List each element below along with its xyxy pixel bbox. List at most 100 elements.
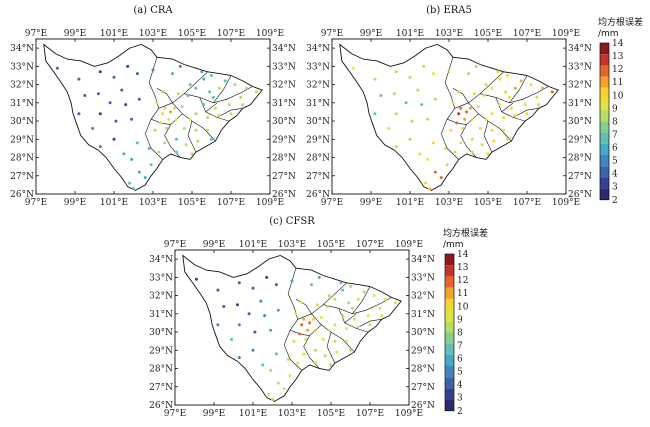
station-point — [447, 68, 451, 72]
station-point — [418, 152, 422, 156]
lon-tick-top: 97°E — [321, 29, 344, 39]
station-point — [507, 95, 511, 99]
station-point — [426, 157, 430, 161]
station-point — [467, 72, 470, 76]
province-outline — [43, 43, 263, 191]
lat-tick-right: 28°N — [568, 154, 592, 164]
colorbar-segment — [445, 254, 454, 266]
station-point — [428, 187, 431, 190]
station-point — [472, 92, 476, 96]
lon-tick-bottom: 103°E — [278, 409, 306, 419]
station-point — [453, 150, 457, 154]
district-boundary — [352, 286, 371, 314]
station-point — [317, 275, 321, 279]
station-point — [157, 150, 161, 154]
station-point — [202, 77, 206, 81]
station-point — [486, 152, 490, 156]
district-boundary — [295, 298, 312, 314]
lat-tick-right: 33°N — [411, 273, 435, 283]
station-point — [172, 106, 176, 110]
colorbar-segment — [600, 143, 609, 155]
colorbar-tick: 9 — [612, 104, 618, 114]
district-boundary — [187, 121, 197, 153]
lat-tick-left: 30°N — [306, 117, 330, 127]
colorbar-tick: 12 — [457, 276, 468, 286]
colorbar-tick: 13 — [457, 263, 469, 273]
colorbar-segment — [600, 99, 609, 111]
lat-tick-right: 26°N — [272, 190, 296, 200]
station-point — [178, 64, 182, 68]
lon-tick-top: 109°E — [395, 240, 423, 250]
station-point — [98, 70, 102, 74]
station-point — [254, 90, 258, 94]
station-point — [513, 114, 517, 118]
station-point — [345, 339, 349, 343]
colorbar-segment — [600, 76, 609, 88]
colorbar-tick: 11 — [457, 289, 468, 299]
station-point — [541, 86, 545, 90]
lon-tick-top: 109°E — [256, 29, 284, 39]
station-point — [155, 101, 159, 105]
lat-tick-right: 30°N — [568, 117, 592, 127]
station-point — [319, 316, 323, 319]
colorbar-segment — [445, 276, 454, 288]
lat-tick-left: 33°N — [306, 62, 330, 72]
lat-tick-left: 27°N — [10, 172, 34, 182]
district-boundary — [205, 102, 218, 113]
colorbar-tick: 11 — [612, 78, 623, 88]
station-point — [351, 66, 355, 70]
station-point — [498, 103, 502, 107]
station-point — [114, 119, 118, 123]
station-point — [265, 275, 269, 279]
lat-tick-left: 33°N — [149, 273, 173, 283]
lon-tick-top: 109°E — [552, 29, 580, 39]
station-point — [217, 86, 221, 90]
colorbar-segment — [600, 87, 609, 99]
station-point — [206, 115, 210, 119]
station-point — [333, 323, 337, 327]
colorbar-tick: 5 — [457, 368, 463, 378]
station-point — [459, 141, 463, 145]
station-point — [325, 305, 329, 308]
station-point — [300, 323, 304, 327]
lat-tick-left: 30°N — [149, 328, 173, 338]
station-point — [188, 83, 192, 87]
station-point — [366, 314, 370, 318]
station-point — [188, 117, 192, 121]
station-point — [502, 115, 506, 119]
district-boundary — [356, 319, 382, 329]
station-point — [288, 374, 292, 378]
lat-tick-left: 34°N — [306, 44, 330, 54]
station-point — [525, 112, 529, 116]
station-point — [83, 94, 87, 97]
lat-tick-right: 29°N — [568, 135, 592, 145]
station-point — [165, 126, 169, 130]
lat-tick-right: 32°N — [568, 81, 592, 91]
lon-tick-bottom: 99°E — [64, 198, 87, 208]
station-point — [77, 77, 81, 81]
lon-tick-top: 99°E — [64, 29, 87, 39]
lon-tick-bottom: 103°E — [139, 198, 167, 208]
station-point — [147, 146, 151, 150]
station-point — [294, 312, 298, 316]
station-point — [535, 95, 539, 99]
station-point — [251, 348, 255, 352]
lat-tick-right: 31°N — [272, 99, 296, 109]
station-point — [537, 103, 541, 107]
station-point — [210, 74, 213, 77]
station-point — [235, 303, 239, 307]
station-point — [506, 137, 509, 141]
station-point — [300, 301, 304, 305]
station-point — [476, 105, 480, 108]
station-point — [98, 112, 102, 116]
station-point — [463, 117, 467, 121]
lon-tick-top: 101°E — [100, 29, 128, 39]
station-point — [394, 70, 398, 74]
station-point — [263, 314, 267, 318]
station-point — [490, 128, 494, 132]
station-point — [523, 103, 527, 107]
lat-tick-right: 29°N — [411, 346, 435, 356]
colorbar-tick: 12 — [612, 65, 623, 75]
lat-tick-right: 34°N — [272, 44, 296, 54]
station-point — [149, 163, 153, 167]
